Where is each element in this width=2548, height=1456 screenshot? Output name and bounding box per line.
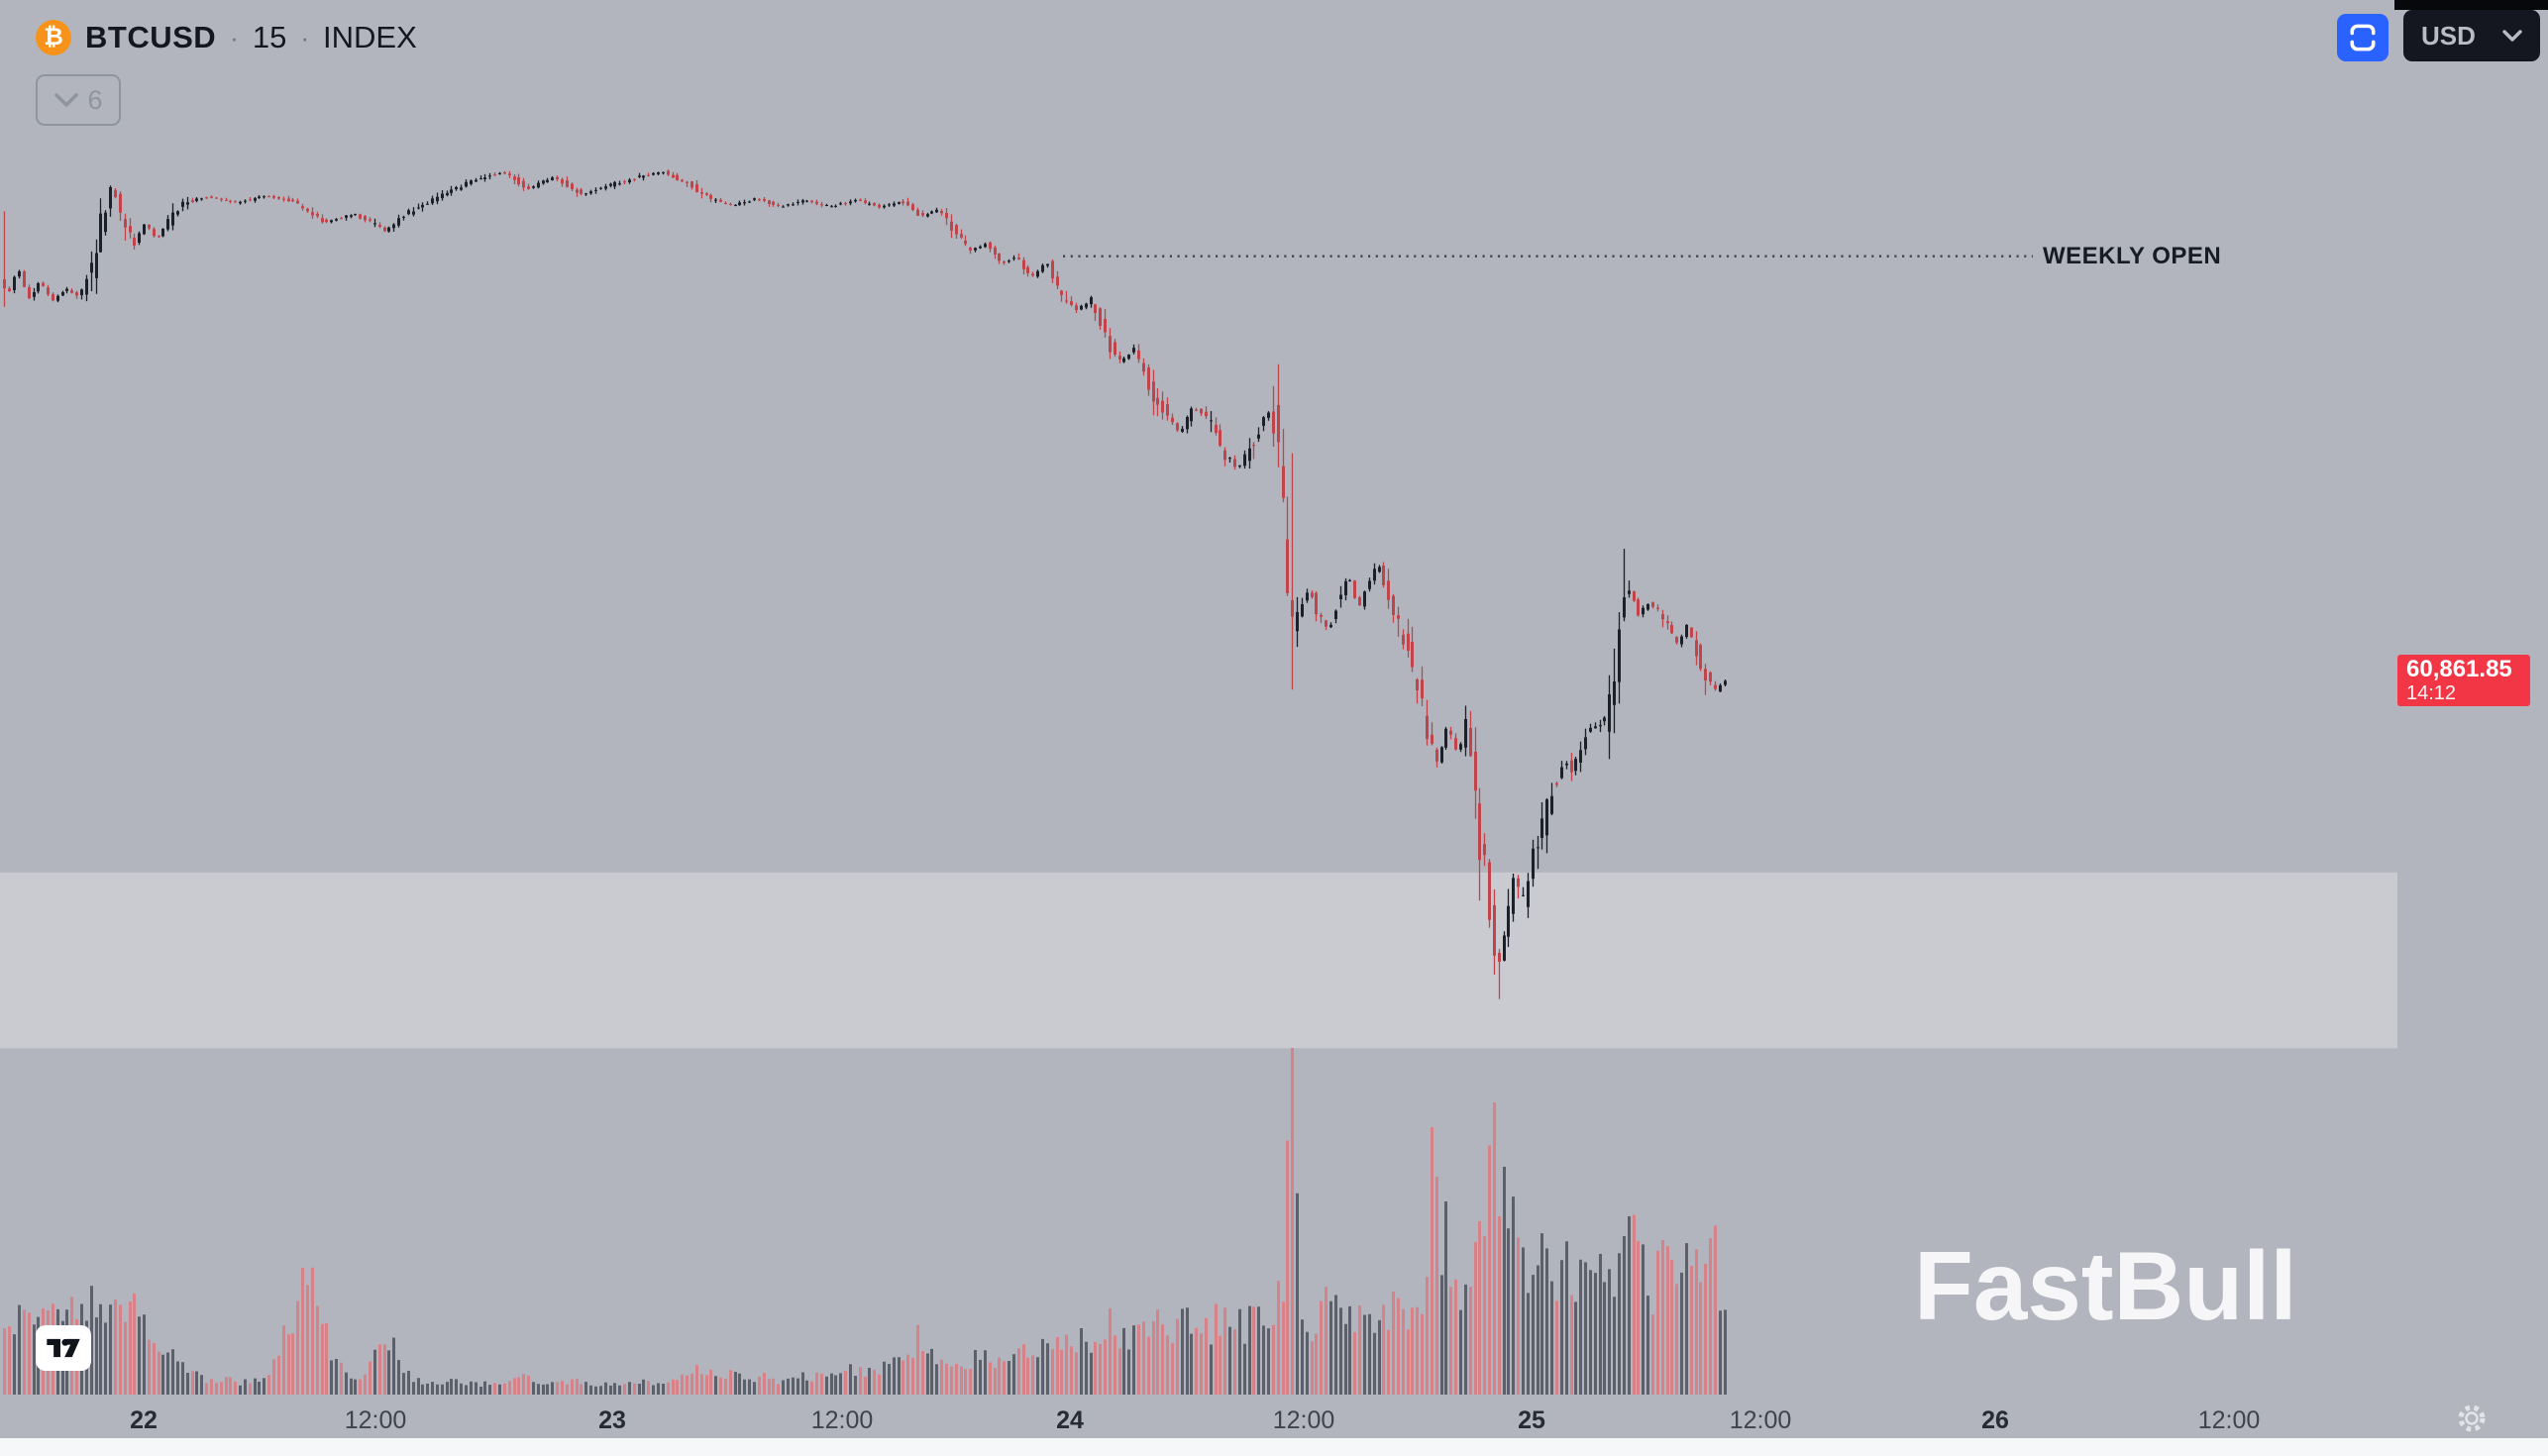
time-axis-label: 24 [1056,1406,1084,1434]
candles-count-value: 6 [87,84,103,115]
time-axis-label: 12:00 [1729,1406,1792,1434]
highlight-band [0,872,2397,1049]
time-axis[interactable]: 22 12:00 23 12:00 24 12:00 25 12:00 26 12:00 [0,1399,2397,1438]
separator-dot: · [300,22,309,52]
chevron-down-icon [2502,29,2522,42]
last-price-time: 14:12 [2406,682,2457,705]
currency-value: USD [2421,20,2476,51]
time-axis-label: 12:00 [810,1406,874,1434]
tradingview-logo[interactable] [36,1325,91,1371]
market-label: INDEX [323,20,417,54]
currency-dropdown[interactable]: USD [2403,10,2540,61]
time-axis-label: 12:00 [2197,1406,2261,1434]
page-edge [0,1438,2548,1456]
window-edge [2394,0,2548,10]
symbol-title: BTCUSD · 15 · INDEX [85,20,417,55]
fullscreen-button[interactable] [2337,14,2389,61]
symbol-header[interactable]: ₿ BTCUSD · 15 · INDEX [36,20,417,55]
chevron-down-icon [54,93,79,107]
volume-bars-up [13,1167,1727,1395]
time-axis-label: 25 [1518,1406,1545,1434]
time-axis-label: 23 [598,1406,626,1434]
candles-count-button[interactable]: 6 [36,74,121,126]
bitcoin-icon: ₿ [36,20,71,55]
candle-bodies-up [13,171,1727,961]
gear-icon[interactable] [2454,1401,2490,1441]
symbol-name: BTCUSD [85,20,217,54]
fastbull-watermark: FastBull [1914,1231,2297,1340]
candle-bodies-down [3,170,1717,962]
time-axis-label: 12:00 [1272,1406,1335,1434]
interval-label: 15 [252,20,287,54]
time-axis-label: 22 [130,1406,158,1434]
last-price-value: 60,861.85 [2406,656,2512,683]
price-axis[interactable]: 64,800.0064,000.0063,200.0062,800.0062,4… [2397,0,2548,1438]
tradingview-mark-icon [47,1338,80,1358]
last-price-label: 60,861.85 14:12 [2397,655,2530,707]
time-axis-label: 26 [1981,1406,2009,1434]
time-axis-label: 12:00 [344,1406,407,1434]
separator-dot: · [230,22,239,52]
fullscreen-icon [2350,24,2376,52]
volume-bars-down [3,1048,1717,1395]
weekly-open-label[interactable]: WEEKLY OPEN [2043,242,2222,269]
candle-wicks-up [13,171,1727,962]
